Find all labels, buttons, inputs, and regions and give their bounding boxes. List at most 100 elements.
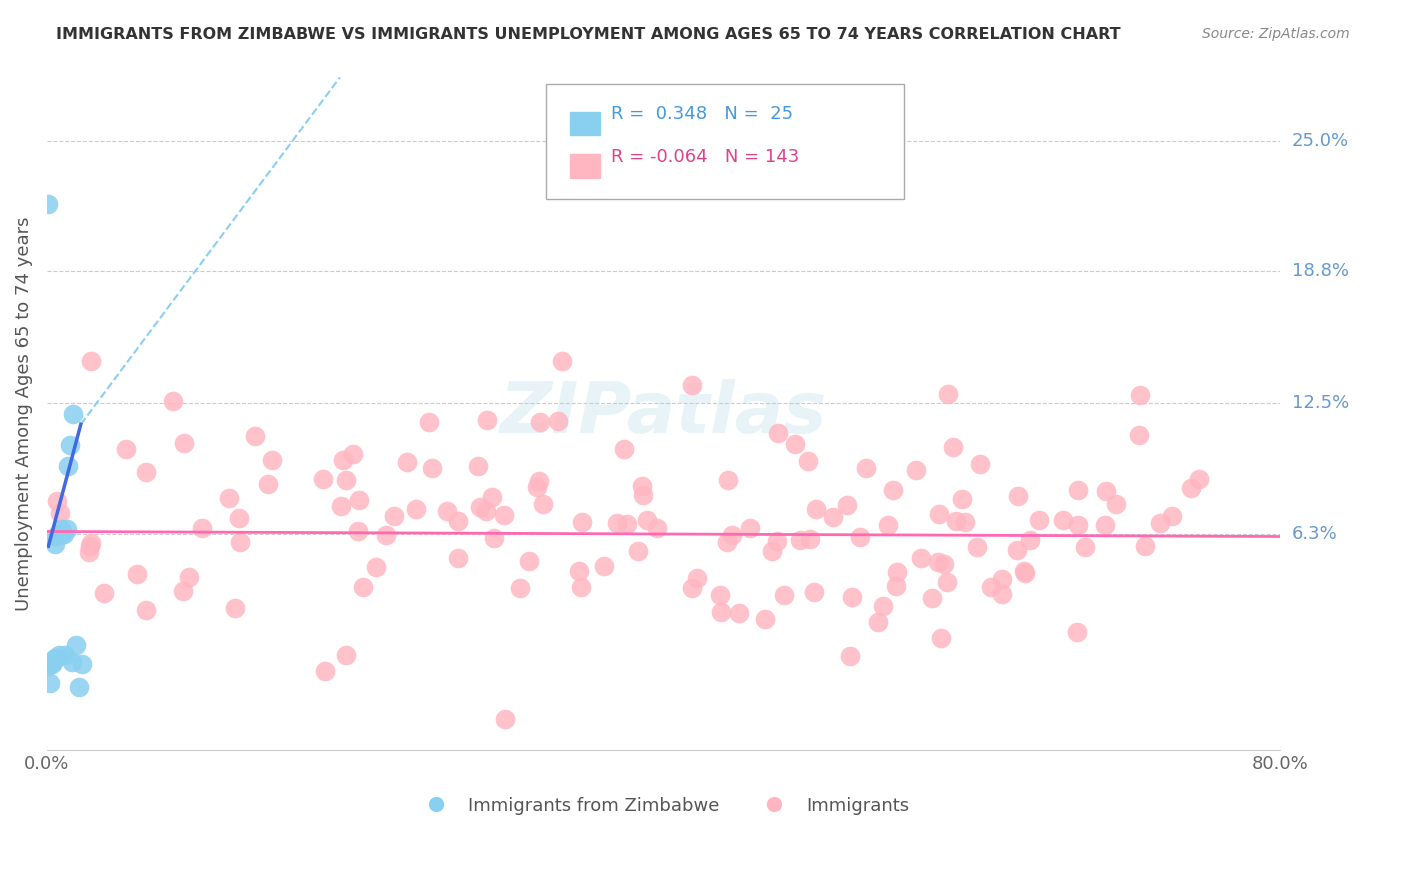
Point [804, 502, 827, 516]
Point [228, 510, 250, 524]
Point [67, 680, 90, 694]
Point [969, 457, 991, 471]
Point [475, 413, 498, 427]
Point [314, 664, 336, 678]
Point [1014, 566, 1036, 581]
Point [1028, 513, 1050, 527]
Point [447, 514, 470, 528]
Point [405, 501, 427, 516]
Text: R =  0.348   N =  25: R = 0.348 N = 25 [610, 105, 793, 123]
Point [436, 504, 458, 518]
Point [740, 521, 762, 535]
Point [1066, 624, 1088, 639]
Point [855, 461, 877, 475]
Point [80, 354, 103, 368]
Point [396, 455, 419, 469]
Point [1074, 541, 1097, 555]
Point [927, 555, 949, 569]
Legend: Immigrants from Zimbabwe, Immigrants: Immigrants from Zimbabwe, Immigrants [411, 789, 917, 822]
Point [190, 521, 212, 535]
Point [56, 522, 79, 536]
Point [636, 513, 658, 527]
Point [482, 531, 505, 545]
Point [886, 579, 908, 593]
Point [1129, 388, 1152, 402]
Text: 25.0%: 25.0% [1292, 131, 1348, 150]
Point [868, 615, 890, 629]
Point [39, 675, 62, 690]
Point [1007, 542, 1029, 557]
Point [420, 461, 443, 475]
Point [797, 453, 820, 467]
Point [49, 522, 72, 536]
Point [910, 551, 932, 566]
Point [876, 518, 898, 533]
Point [942, 440, 965, 454]
Point [37, 659, 59, 673]
FancyBboxPatch shape [569, 112, 599, 136]
Point [382, 509, 405, 524]
Point [841, 590, 863, 604]
Point [1128, 428, 1150, 442]
Point [467, 458, 489, 473]
Point [1007, 490, 1029, 504]
Point [46, 494, 69, 508]
Point [162, 394, 184, 409]
Point [681, 378, 703, 392]
Point [93, 586, 115, 600]
Point [44, 537, 66, 551]
Point [45, 529, 67, 543]
Point [1019, 533, 1042, 547]
Point [48, 526, 70, 541]
Point [52, 526, 75, 541]
Point [531, 497, 554, 511]
Point [1105, 497, 1128, 511]
Point [882, 483, 904, 498]
Point [481, 490, 503, 504]
Point [374, 527, 396, 541]
Point [710, 605, 733, 619]
Point [612, 442, 634, 456]
Point [127, 567, 149, 582]
Point [991, 587, 1014, 601]
Point [1067, 483, 1090, 497]
Point [980, 580, 1002, 594]
Point [1180, 481, 1202, 495]
Point [905, 463, 928, 477]
Point [62, 407, 84, 421]
Point [475, 504, 498, 518]
Point [494, 508, 516, 522]
Point [115, 442, 138, 456]
Point [1052, 513, 1074, 527]
Point [342, 447, 364, 461]
Point [1095, 483, 1118, 498]
Point [243, 428, 266, 442]
Point [547, 414, 569, 428]
Point [616, 516, 638, 531]
Text: R = -0.064   N = 143: R = -0.064 N = 143 [610, 148, 799, 166]
Point [761, 543, 783, 558]
Point [1067, 517, 1090, 532]
Point [772, 588, 794, 602]
Point [630, 479, 652, 493]
Point [366, 560, 388, 574]
Point [932, 557, 955, 571]
Point [55, 648, 77, 663]
Point [886, 565, 908, 579]
Point [872, 599, 894, 613]
Text: 12.5%: 12.5% [1292, 394, 1348, 412]
Point [935, 574, 957, 589]
Point [953, 515, 976, 529]
Point [59, 438, 82, 452]
Point [799, 532, 821, 546]
Point [823, 509, 845, 524]
Point [928, 507, 950, 521]
Point [766, 533, 789, 548]
Point [135, 603, 157, 617]
Point [803, 585, 825, 599]
Point [766, 425, 789, 440]
Text: 18.8%: 18.8% [1292, 262, 1348, 280]
Point [728, 606, 751, 620]
Point [550, 354, 572, 368]
Point [568, 564, 591, 578]
